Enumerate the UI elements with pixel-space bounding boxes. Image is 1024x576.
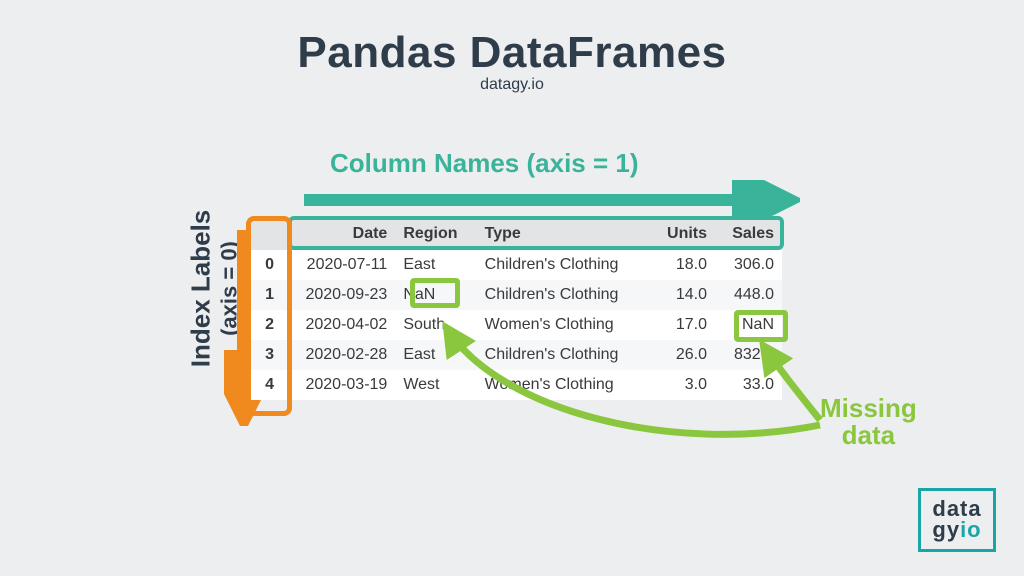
table-cell: East	[395, 340, 476, 370]
table-row: 0 2020-07-11 East Children's Clothing 18…	[248, 250, 782, 280]
index-cell: 0	[248, 250, 282, 280]
table-row: 2 2020-04-02 South Women's Clothing 17.0…	[248, 310, 782, 340]
table-row: 4 2020-03-19 West Women's Clothing 3.0 3…	[248, 370, 782, 400]
index-cell: 4	[248, 370, 282, 400]
table-cell: NaN	[715, 310, 782, 340]
col-header: Sales	[715, 218, 782, 250]
table-cell: 2020-07-11	[282, 250, 395, 280]
table-cell: Women's Clothing	[477, 310, 651, 340]
col-header: Region	[395, 218, 476, 250]
table-cell: 18.0	[650, 250, 715, 280]
table-cell: 832.0	[715, 340, 782, 370]
table-cell: 2020-04-02	[282, 310, 395, 340]
table-cell: Children's Clothing	[477, 340, 651, 370]
logo-io: io	[960, 517, 982, 542]
table-cell: East	[395, 250, 476, 280]
table-cell: 2020-02-28	[282, 340, 395, 370]
table-cell: 33.0	[715, 370, 782, 400]
index-cell: 3	[248, 340, 282, 370]
page-title: Pandas DataFrames	[0, 28, 1024, 78]
index-header	[248, 218, 282, 250]
datagy-logo: data gyio	[918, 488, 996, 552]
table-cell: West	[395, 370, 476, 400]
missing-data-label: Missing data	[820, 395, 917, 450]
table-cell: 448.0	[715, 280, 782, 310]
table-row: 3 2020-02-28 East Children's Clothing 26…	[248, 340, 782, 370]
missing-data-label-line2: data	[820, 422, 917, 449]
table-cell: 2020-09-23	[282, 280, 395, 310]
table-cell: NaN	[395, 280, 476, 310]
table-cell: South	[395, 310, 476, 340]
page-subtitle: datagy.io	[0, 76, 1024, 94]
dataframe-table-wrap: Date Region Type Units Sales 0 2020-07-1…	[248, 218, 782, 400]
col-header: Type	[477, 218, 651, 250]
dataframe-table: Date Region Type Units Sales 0 2020-07-1…	[248, 218, 782, 400]
missing-data-label-line1: Missing	[820, 395, 917, 422]
column-axis-arrow	[300, 180, 800, 220]
table-cell: Children's Clothing	[477, 250, 651, 280]
index-cell: 2	[248, 310, 282, 340]
index-axis-label-main: Index Labels	[185, 210, 216, 368]
table-cell: 14.0	[650, 280, 715, 310]
col-header: Date	[282, 218, 395, 250]
table-cell: 26.0	[650, 340, 715, 370]
logo-gy: gy	[932, 517, 960, 542]
table-cell: Children's Clothing	[477, 280, 651, 310]
index-cell: 1	[248, 280, 282, 310]
table-row: 1 2020-09-23 NaN Children's Clothing 14.…	[248, 280, 782, 310]
col-header: Units	[650, 218, 715, 250]
logo-line-bottom: gyio	[932, 520, 981, 541]
table-cell: 17.0	[650, 310, 715, 340]
table-header-row: Date Region Type Units Sales	[248, 218, 782, 250]
title-block: Pandas DataFrames datagy.io	[0, 0, 1024, 94]
table-cell: 306.0	[715, 250, 782, 280]
table-cell: Women's Clothing	[477, 370, 651, 400]
column-axis-label: Column Names (axis = 1)	[330, 148, 639, 179]
table-cell: 2020-03-19	[282, 370, 395, 400]
table-cell: 3.0	[650, 370, 715, 400]
